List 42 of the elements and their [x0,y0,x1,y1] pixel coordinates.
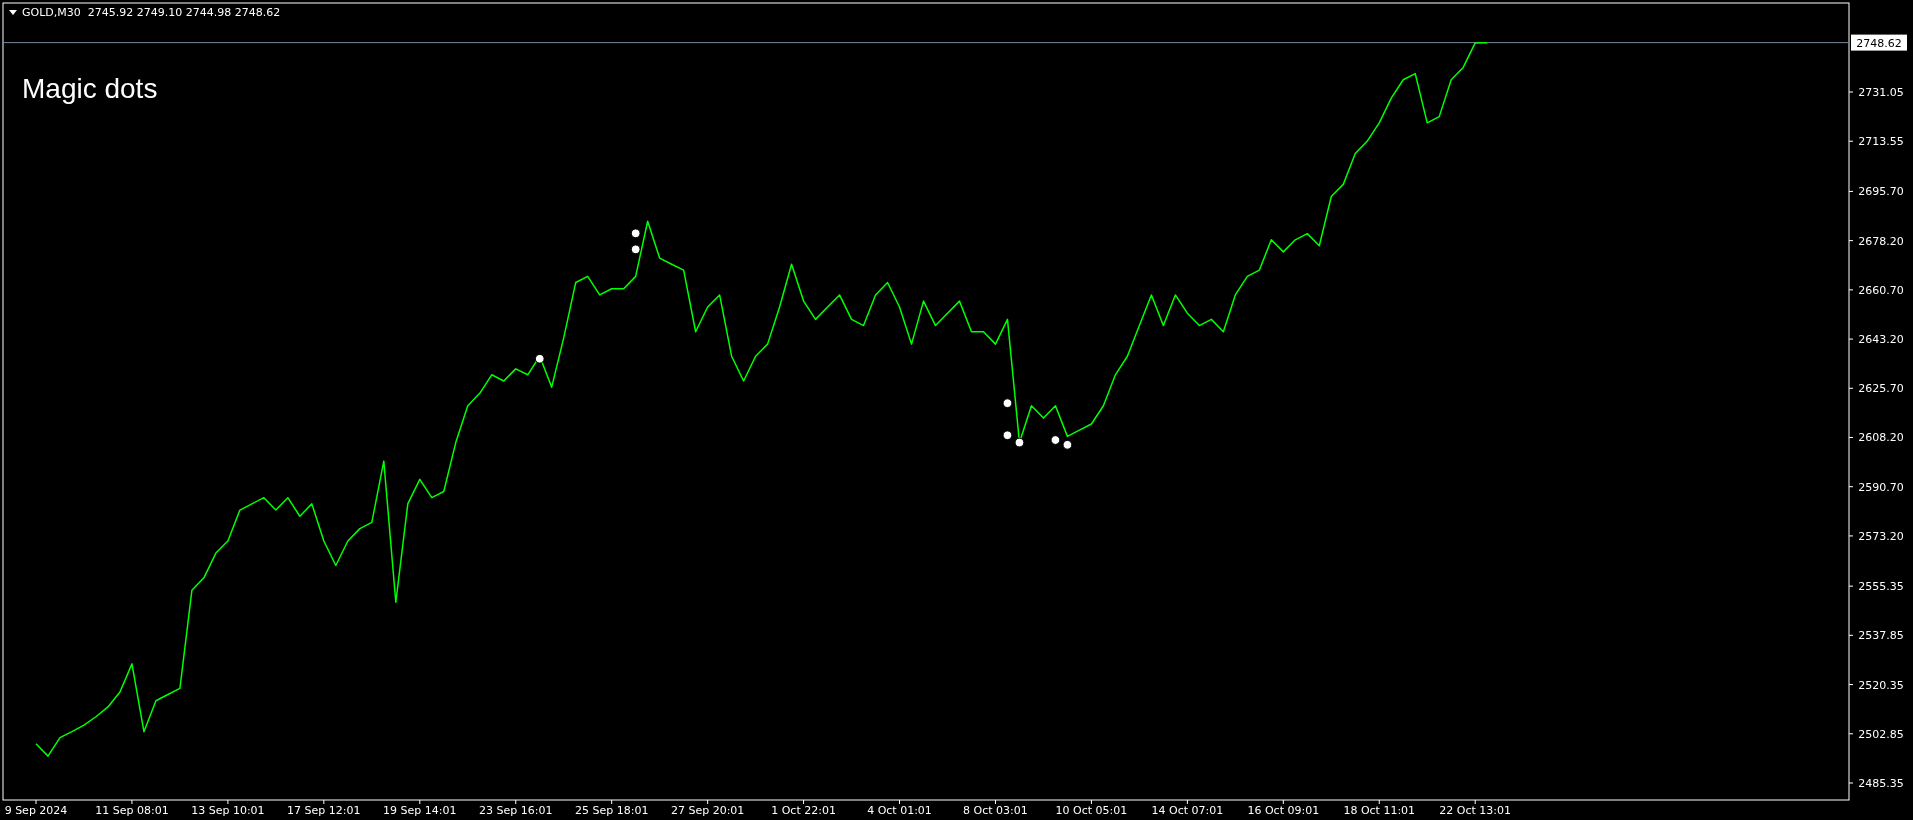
y-tick-label: 2537.85 [1858,629,1904,643]
y-tick-label: 2643.20 [1858,333,1904,347]
point [630,228,641,239]
x-tick-label: 23 Sep 16:01 [479,804,553,817]
point [1002,430,1013,441]
chart-title: GOLD,M30 2745.92 2749.10 2744.98 2748.62 [22,6,281,19]
x-tick-label: 1 Oct 22:01 [771,804,836,817]
x-tick-label: 14 Oct 07:01 [1151,804,1224,817]
ref-line-label: 2748.62 [1856,36,1902,50]
point [1050,435,1061,445]
x-tick-label: 10 Oct 05:01 [1055,804,1128,817]
x-tick-label: 22 Oct 13:01 [1439,804,1512,817]
x-tick-label: 13 Sep 10:01 [191,804,265,817]
y-tick-label: 2695.70 [1858,185,1904,199]
y-tick-label: 2555.35 [1858,580,1904,594]
point [1014,437,1025,448]
x-tick-label: 17 Sep 12:01 [287,804,361,817]
y-tick-label: 2590.70 [1858,480,1904,494]
x-tick-label: 11 Sep 08:01 [95,804,169,817]
point [1062,439,1073,450]
text: Magic dots [22,73,158,104]
x-tick-label: 8 Oct 03:01 [963,804,1028,817]
point [534,353,545,364]
y-tick-label: 2520.35 [1858,678,1904,692]
y-tick-label: 2713.55 [1858,135,1904,149]
y-tick-label: 2678.20 [1858,234,1904,248]
x-tick-label: 4 Oct 01:01 [867,804,932,817]
x-tick-label: 25 Sep 18:01 [574,804,649,817]
x-tick-label: 16 Oct 09:01 [1247,804,1320,817]
point [1002,398,1013,409]
y-tick-label: 2608.20 [1858,431,1904,445]
y-tick-label: 2485.35 [1858,776,1904,790]
x-tick-label: 18 Oct 11:01 [1343,804,1416,817]
x-tick-label: 9 Sep 2024 [4,804,68,817]
y-tick-label: 2660.70 [1858,283,1904,297]
x-tick-label: 19 Sep 14:01 [383,804,457,817]
y-tick-label: 2731.05 [1858,86,1904,100]
y-tick-label: 2502.85 [1858,727,1904,741]
x-tick-label: 27 Sep 20:01 [670,804,745,817]
y-tick-label: 2625.70 [1858,382,1904,396]
point [630,244,641,255]
y-tick-label: 2573.20 [1858,529,1904,543]
